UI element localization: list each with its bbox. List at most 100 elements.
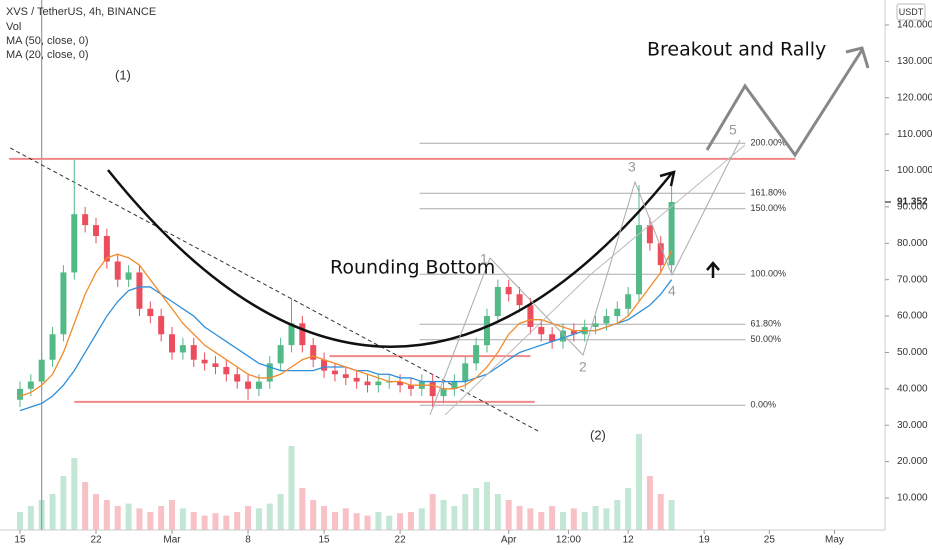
y-tick-label: 30.000 [897, 420, 928, 431]
volume-bar [646, 476, 653, 530]
plot: 0.00% 50.00% 61.80% 100.00% 150.00% 161.80% 20… [9, 0, 796, 530]
volume-bar [310, 500, 317, 530]
volume-bar [418, 508, 425, 530]
y-tick-label: 60.000 [897, 311, 928, 322]
volume-bar [527, 508, 534, 530]
volume-bar [190, 512, 197, 530]
wave-label: 5 [729, 122, 737, 138]
candle-body [201, 359, 208, 364]
y-tick-label: 50.000 [897, 347, 928, 358]
volume-bar [169, 500, 176, 530]
volume-bar [331, 512, 338, 530]
volume-bar [245, 506, 252, 530]
volume-bar [16, 512, 23, 530]
legend-entry: Vol [6, 21, 21, 33]
x-tick-label: 12:00 [556, 535, 581, 546]
candle-body [364, 381, 371, 386]
candle-body [169, 334, 176, 353]
volume-bar [223, 515, 230, 530]
volume-bar [614, 500, 621, 530]
up-arrow [706, 261, 720, 278]
y-tick-label: 70.000 [897, 274, 928, 285]
volume-bar [136, 508, 143, 530]
candle-body [288, 323, 295, 346]
wave-label: 3 [628, 159, 636, 175]
candle-body [103, 236, 110, 262]
y-tick-label: 110.000 [897, 129, 932, 140]
volume-bar [603, 508, 610, 530]
candle-body [49, 334, 56, 360]
candle-body [483, 316, 490, 346]
volume-bar [125, 503, 132, 530]
wave-line [429, 139, 741, 416]
candle-body [234, 374, 241, 382]
volume-bar [407, 512, 414, 530]
chart-title: XVS / TetherUS, 4h, BINANCE [6, 6, 156, 18]
volume-bar [657, 494, 664, 530]
candle-body [60, 272, 67, 335]
volume-bar [473, 488, 480, 530]
x-tick-label: 22 [90, 535, 102, 546]
y-tick-label: 100.000 [897, 165, 932, 176]
candle-body [462, 363, 469, 382]
candle-body [657, 243, 664, 266]
candle-body [331, 370, 338, 375]
volume-bar [592, 506, 599, 530]
volume-bar [397, 513, 404, 530]
candle-body [603, 316, 610, 324]
volume-bar [505, 500, 512, 530]
volume-bar [636, 434, 643, 530]
x-tick-label: Apr [501, 535, 517, 546]
rally-arrowhead [845, 46, 870, 69]
candle-body [147, 308, 154, 317]
volume-bar [559, 512, 566, 530]
fib-label: 50.00% [750, 334, 781, 344]
volume-bar [494, 494, 501, 530]
volume-bar [483, 482, 490, 530]
candle-body [299, 323, 306, 346]
annotation: Rounding Bottom [330, 257, 495, 279]
volume-bar [386, 515, 393, 530]
y-tick-label: 40.000 [897, 383, 928, 394]
volume-bar [71, 458, 78, 530]
candle-body [505, 286, 512, 295]
wave-label: 4 [668, 283, 676, 299]
fib-label: 61.80% [750, 319, 781, 329]
candle-body [636, 225, 643, 295]
candle-body [310, 345, 317, 360]
channel-line [444, 144, 746, 416]
legend-entry: MA (50, close, 0) [6, 35, 89, 47]
candle-body [190, 345, 197, 360]
y-tick-label: 20.000 [897, 456, 928, 467]
volume-bar [234, 512, 241, 530]
candle-body [266, 363, 273, 382]
volume-bar [158, 506, 165, 530]
volume-bar [321, 506, 328, 530]
candle-body [407, 385, 414, 389]
rally-arrow [705, 49, 864, 158]
currency: USDT [899, 7, 924, 17]
x-tick-label: 25 [764, 535, 776, 546]
y-tick-label: 130.000 [897, 56, 932, 67]
x-tick-label: 8 [245, 535, 251, 546]
volume-bar [60, 476, 67, 530]
volume-bar [451, 506, 458, 530]
ma-line [19, 250, 673, 397]
volume-bar [429, 494, 436, 530]
candle-body [668, 201, 675, 266]
x-tick-label: 15 [14, 535, 26, 546]
fib-label: 0.00% [750, 400, 776, 410]
volume-bar [299, 488, 306, 530]
candle-body [375, 381, 382, 386]
candle-body [179, 345, 186, 353]
volume-bar [342, 508, 349, 530]
volume-bar [440, 500, 447, 530]
candle-body [473, 345, 480, 364]
trendline [9, 147, 541, 433]
candle-body [527, 305, 534, 327]
volume-bar [82, 482, 89, 530]
candle-body [494, 286, 501, 317]
volume-bar [147, 512, 154, 530]
